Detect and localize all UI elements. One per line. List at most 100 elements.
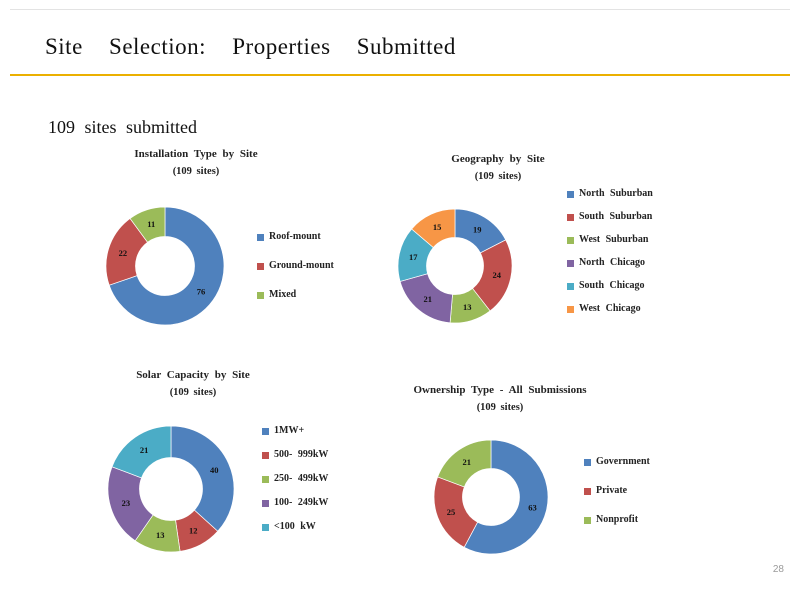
chart-title: Solar Capacity by Site bbox=[136, 369, 250, 381]
legend-label: North Chicago bbox=[579, 257, 646, 268]
legend-item: Nonprofit bbox=[584, 514, 650, 526]
legend-item: West Suburban bbox=[567, 234, 653, 246]
legend-item: <100 kW bbox=[262, 521, 328, 533]
legend-swatch bbox=[262, 499, 269, 507]
slice-value-label: 23 bbox=[122, 498, 130, 508]
chart-installation-type: Installation Type by Site (109 sites) 76… bbox=[60, 145, 390, 340]
donut-slice--100-kw bbox=[111, 425, 172, 479]
donut-slice-1mw+ bbox=[170, 425, 235, 532]
legend-label: West Chicago bbox=[579, 303, 641, 314]
legend-label: Roof-mount bbox=[269, 231, 321, 242]
legend-item: Roof-mount bbox=[257, 231, 334, 243]
legend-label: 250- 499kW bbox=[274, 473, 329, 484]
chart-subtitle: (109 sites) bbox=[476, 402, 524, 413]
slice-value-label: 19 bbox=[473, 225, 482, 235]
legend-item: North Suburban bbox=[567, 188, 653, 200]
legend-label: North Suburban bbox=[579, 188, 653, 199]
legend-item: Private bbox=[584, 485, 650, 497]
legend-swatch bbox=[257, 291, 264, 299]
donut-slice-government bbox=[463, 439, 549, 555]
chart-solar-capacity: Solar Capacity by Site (109 sites) 40 12 1… bbox=[60, 366, 390, 566]
legend-item: 1MW+ bbox=[262, 425, 328, 437]
slice-value-label: 21 bbox=[423, 294, 432, 304]
legend-label: <100 kW bbox=[274, 521, 316, 532]
slice-value-label: 15 bbox=[433, 222, 442, 232]
legend-swatch bbox=[567, 236, 574, 244]
slice-value-label: 40 bbox=[210, 465, 219, 475]
slice-value-label: 24 bbox=[493, 270, 502, 280]
legend-swatch bbox=[257, 262, 264, 270]
slice-value-label: 21 bbox=[140, 445, 149, 455]
donut-slice-roof-mount bbox=[108, 206, 225, 326]
donut-chart: 76 22 11 bbox=[105, 206, 225, 326]
legend-label: South Chicago bbox=[579, 280, 645, 291]
legend-swatch bbox=[584, 458, 591, 466]
legend-label: West Suburban bbox=[579, 234, 649, 245]
slice-value-label: 63 bbox=[528, 502, 537, 512]
slice-value-label: 22 bbox=[119, 248, 128, 258]
legend-label: Private bbox=[596, 485, 628, 496]
chart-legend: Roof-mount Ground-mount Mixed bbox=[257, 231, 334, 301]
legend-swatch bbox=[567, 213, 574, 221]
slice-value-label: 21 bbox=[462, 457, 471, 467]
slice-value-label: 13 bbox=[463, 302, 472, 312]
chart-subtitle: (109 sites) bbox=[474, 171, 522, 182]
legend-label: South Suburban bbox=[579, 211, 653, 222]
donut-slice-mixed bbox=[129, 206, 166, 243]
legend-swatch bbox=[567, 305, 574, 313]
chart-legend: 1MW+ 500- 999kW 250- 499kW 100- 249kW <100 k… bbox=[262, 425, 328, 533]
page-number: 28 bbox=[772, 564, 784, 575]
legend-swatch bbox=[567, 190, 574, 198]
chart-legend: Government Private Nonprofit bbox=[584, 456, 650, 526]
legend-label: 1MW+ bbox=[274, 425, 305, 436]
slice-value-label: 17 bbox=[409, 252, 418, 262]
legend-item: Government bbox=[584, 456, 650, 468]
donut-chart: 19 24 13 21 17 15 bbox=[397, 208, 513, 324]
chart-legend: North Suburban South Suburban West Suburba… bbox=[567, 188, 653, 315]
legend-label: Mixed bbox=[269, 289, 297, 300]
donut-chart: 63 25 21 bbox=[433, 439, 549, 555]
top-divider bbox=[10, 9, 790, 10]
legend-item: North Chicago bbox=[567, 257, 653, 269]
legend-item: South Chicago bbox=[567, 280, 653, 292]
legend-label: 500- 999kW bbox=[274, 449, 329, 460]
chart-ownership-type: Ownership Type - All Submissions (109 si… bbox=[390, 381, 660, 566]
legend-swatch bbox=[257, 233, 264, 241]
legend-label: 100- 249kW bbox=[274, 497, 329, 508]
donut-slice-nonprofit bbox=[437, 439, 492, 488]
legend-swatch bbox=[262, 451, 269, 459]
chart-title: Ownership Type - All Submissions bbox=[413, 384, 587, 396]
legend-label: Government bbox=[596, 456, 650, 467]
legend-swatch bbox=[262, 427, 269, 435]
legend-item: 250- 499kW bbox=[262, 473, 328, 485]
legend-item: Ground-mount bbox=[257, 260, 334, 272]
chart-title: Installation Type by Site bbox=[134, 148, 258, 160]
slice-value-label: 11 bbox=[147, 219, 155, 229]
legend-item: 100- 249kW bbox=[262, 497, 328, 509]
legend-swatch bbox=[567, 282, 574, 290]
slice-value-label: 13 bbox=[156, 530, 165, 540]
chart-subtitle: (109 sites) bbox=[169, 387, 217, 398]
legend-label: Ground-mount bbox=[269, 260, 334, 271]
legend-swatch bbox=[567, 259, 574, 267]
legend-item: 500- 999kW bbox=[262, 449, 328, 461]
legend-swatch bbox=[262, 475, 269, 483]
legend-swatch bbox=[584, 516, 591, 524]
legend-item: Mixed bbox=[257, 289, 334, 301]
chart-geography: Geography by Site (109 sites) 19 24 13 21 17… bbox=[388, 150, 653, 340]
slice-value-label: 12 bbox=[189, 526, 198, 536]
legend-item: South Suburban bbox=[567, 211, 653, 223]
legend-swatch bbox=[262, 523, 269, 531]
slice-value-label: 76 bbox=[197, 287, 206, 297]
slice-value-label: 25 bbox=[447, 507, 456, 517]
chart-title: Geography by Site bbox=[451, 153, 545, 165]
legend-item: West Chicago bbox=[567, 303, 653, 315]
legend-label: Nonprofit bbox=[596, 514, 639, 525]
donut-slice-west-chicago bbox=[411, 208, 456, 249]
title-divider bbox=[10, 74, 790, 76]
legend-swatch bbox=[584, 487, 591, 495]
donut-chart: 40 12 13 23 21 bbox=[107, 425, 235, 553]
chart-subtitle: (109 sites) bbox=[172, 166, 220, 177]
slide-title: Site Selection: Properties Submitted bbox=[45, 34, 456, 59]
